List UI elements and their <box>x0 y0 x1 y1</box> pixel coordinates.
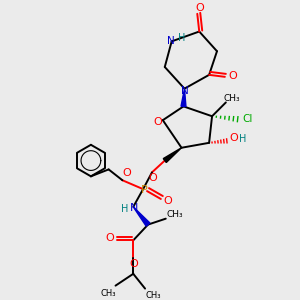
Text: P: P <box>141 185 148 195</box>
Text: O: O <box>122 168 131 178</box>
Text: CH₃: CH₃ <box>101 289 116 298</box>
Text: H: H <box>239 134 246 144</box>
Text: N: N <box>181 85 188 96</box>
Text: O: O <box>164 196 172 206</box>
Text: O: O <box>195 3 204 13</box>
Polygon shape <box>163 148 182 163</box>
Text: N: N <box>167 36 175 46</box>
Text: H: H <box>178 33 185 43</box>
Text: O: O <box>148 173 157 183</box>
Text: O: O <box>105 233 114 243</box>
Text: N: N <box>130 203 138 213</box>
Polygon shape <box>181 89 186 106</box>
Text: CH₃: CH₃ <box>224 94 240 103</box>
Text: O: O <box>154 117 162 127</box>
Text: CH₃: CH₃ <box>166 210 183 219</box>
Text: O: O <box>230 133 238 143</box>
Text: Cl: Cl <box>242 114 253 124</box>
Polygon shape <box>133 207 150 226</box>
Text: O: O <box>130 259 139 269</box>
Text: O: O <box>228 71 237 81</box>
Text: H: H <box>121 204 128 214</box>
Text: CH₃: CH₃ <box>145 291 161 300</box>
